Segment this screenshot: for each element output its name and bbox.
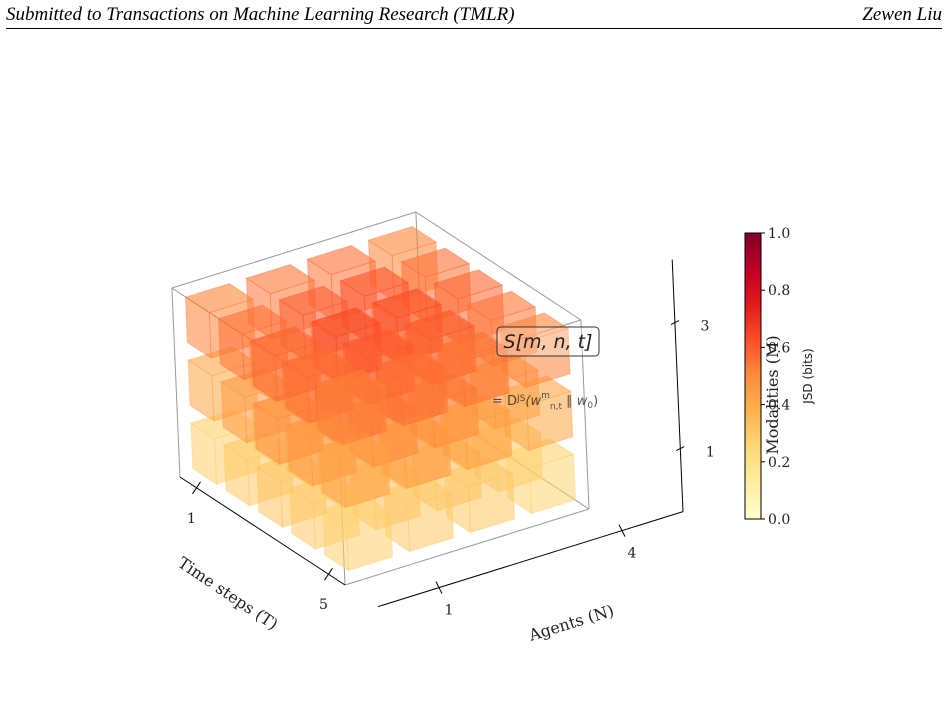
y-tick-label: 5 [319, 597, 328, 613]
voxel-side [316, 382, 344, 446]
voxel-front [462, 346, 510, 408]
formula-part: ) [593, 394, 598, 409]
voxel-front [404, 428, 452, 490]
z-axis-label: Modalities (M) [763, 335, 782, 454]
voxel-front [523, 327, 571, 389]
running-header: Submitted to Transactions on Machine Lea… [6, 4, 942, 29]
voxel-front [465, 409, 513, 471]
voxel-front [401, 365, 449, 427]
header-right: Zewen Liu [862, 4, 942, 25]
x-tick [618, 524, 626, 537]
z-tick [676, 446, 685, 452]
x-tick [435, 581, 443, 594]
z-tick [670, 320, 680, 326]
voxel-side [283, 361, 311, 424]
voxel-front [407, 491, 454, 553]
x-axis-label: Agents (N) [526, 601, 616, 645]
voxel [377, 350, 449, 427]
formula-part: m [541, 391, 550, 401]
voxel [318, 432, 391, 509]
z-tick-label: 3 [700, 319, 709, 335]
colorbar [744, 232, 762, 520]
voxel-side [253, 402, 281, 466]
voxel-side [220, 380, 248, 444]
colorbar-tick-label: 0.6 [768, 340, 790, 356]
colorbar-label: JSD (bits) [801, 348, 815, 404]
voxel-front [526, 390, 574, 452]
x-axis [377, 511, 684, 608]
y-axis [179, 476, 346, 586]
annotation-formula: = DJS(wmn,t ∥ w0) [492, 391, 598, 412]
box-edge [344, 508, 590, 586]
voxel-side [286, 424, 314, 487]
voxel [501, 375, 574, 452]
annotation-box [496, 326, 600, 357]
voxel-side [217, 317, 245, 381]
y-tick-label: 1 [187, 511, 196, 527]
voxel [443, 457, 515, 534]
voxel [316, 369, 388, 446]
z-axis [671, 259, 684, 512]
z-tick-label: 1 [706, 445, 715, 461]
voxel-front [529, 453, 576, 515]
x-tick-label: 4 [628, 546, 637, 562]
box-edge [580, 319, 590, 510]
voxel-front [346, 510, 393, 572]
formula-part: JS [516, 394, 526, 404]
formula-part: 0 [587, 401, 593, 411]
voxel [379, 413, 452, 490]
colorbar-tick-label: 0.0 [768, 512, 790, 528]
x-tick-label: 1 [445, 603, 454, 619]
formula-part: (w [525, 394, 541, 409]
voxel [382, 476, 454, 553]
voxel-side [250, 339, 278, 403]
y-axis-label: Time steps (T) [175, 553, 282, 634]
voxel [321, 495, 393, 572]
header-left: Submitted to Transactions on Machine Lea… [6, 4, 515, 25]
y-tick [324, 567, 333, 581]
voxel-side [319, 445, 347, 509]
formula-part: ∥ w [562, 394, 588, 409]
box-edge [171, 211, 417, 289]
voxel-side [322, 508, 350, 572]
colorbar-tick-label: 0.4 [768, 398, 790, 414]
box-edge [171, 287, 181, 478]
voxel [504, 438, 576, 515]
y-tick [192, 481, 201, 495]
voxel-side [223, 443, 251, 507]
voxel-front [468, 472, 515, 534]
colorbar-tick-label: 0.8 [768, 283, 790, 299]
voxel-side [190, 422, 218, 486]
voxel-side [256, 465, 284, 529]
voxel-front [343, 447, 391, 509]
voxel-side [187, 359, 215, 423]
voxel-front [340, 384, 388, 446]
annotation-label: S[m, n, t] [503, 331, 592, 353]
colorbar-tick-label: 0.2 [768, 455, 790, 471]
formula-part: n,t [550, 402, 563, 412]
colorbar-tick-label: 1.0 [768, 226, 790, 242]
formula-part: = D [492, 394, 517, 409]
voxel-side [184, 296, 212, 360]
box-edge [415, 211, 582, 321]
voxel-side [289, 487, 317, 550]
voxel [438, 331, 510, 408]
